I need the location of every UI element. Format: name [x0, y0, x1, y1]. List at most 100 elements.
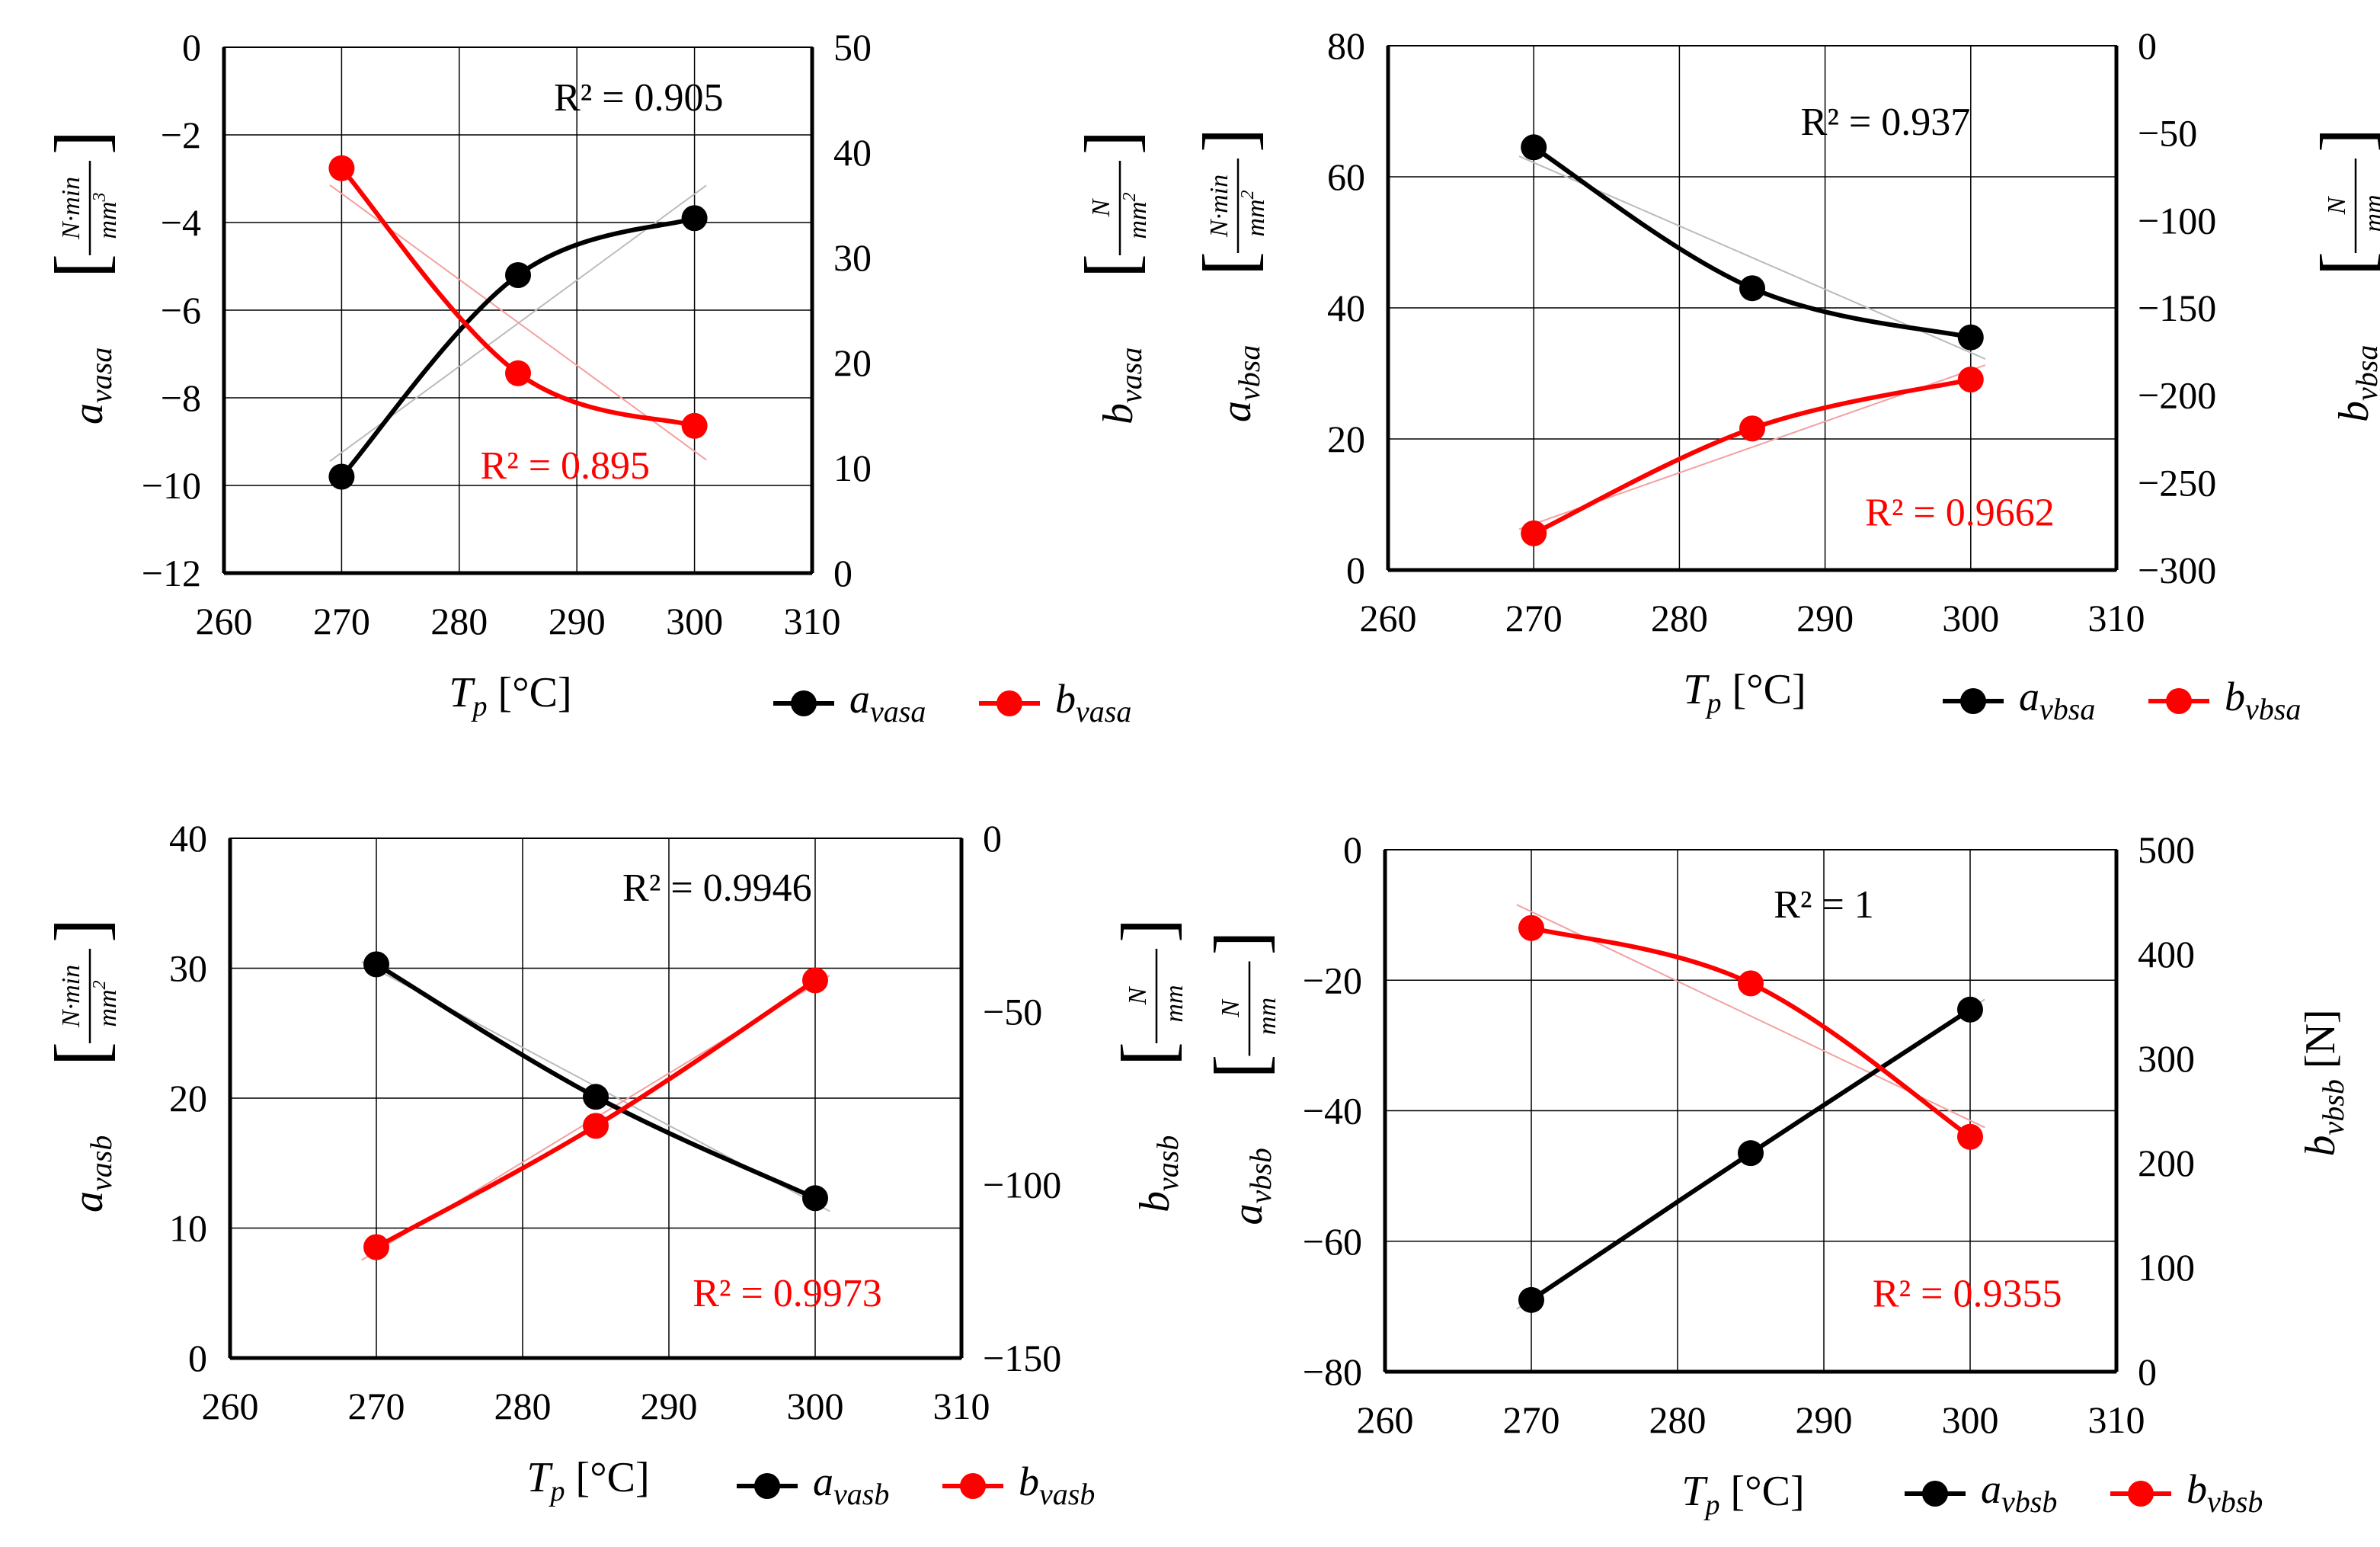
left-tick-label: 0	[182, 26, 201, 69]
bracket-open: [	[40, 254, 121, 278]
legend-marker-a	[754, 1473, 780, 1499]
right-unit-denominator: mm	[2359, 194, 2380, 232]
left-tick-label: 60	[1327, 155, 1365, 198]
x-axis-subscript: p	[1705, 687, 1722, 719]
left-tick-label: −20	[1303, 959, 1362, 1001]
x-tick-label: 260	[196, 600, 253, 642]
bracket-open: [	[2305, 251, 2380, 276]
data-point-b	[1518, 914, 1544, 941]
x-tick-label: 280	[494, 1385, 552, 1427]
right-tick-label: −100	[2138, 199, 2216, 242]
x-tick-label: 260	[1357, 1398, 1414, 1441]
right-tick-label: 0	[2138, 1350, 2157, 1393]
x-tick-label: 300	[666, 600, 723, 642]
legend-subscript: vbsa	[2039, 692, 2095, 726]
right-unit-den-text: mm	[1160, 985, 1188, 1022]
right-axis-subscript: vasa	[1114, 348, 1148, 403]
left-axis-title: avbsa[N·min mm2]	[1188, 128, 1270, 422]
left-unit-exponent: 3	[90, 192, 110, 202]
data-point-b	[802, 967, 828, 994]
legend-subscript: vbsa	[2245, 692, 2301, 726]
right-unit-den-text: mm	[2359, 194, 2380, 232]
right-tick-label: 50	[833, 26, 872, 69]
x-axis-unit: [°C]	[1722, 666, 1806, 713]
x-tick-label: 310	[933, 1385, 990, 1427]
x-tick-label: 280	[1649, 1398, 1707, 1441]
left-axis-subscript: vasa	[84, 348, 118, 403]
legend-label-b: bvbsa	[2225, 674, 2301, 726]
right-tick-label: −300	[2138, 549, 2216, 591]
r2-label-a: R² = 0.937	[1801, 101, 1971, 144]
right-tick-label: 0	[833, 552, 853, 594]
r2-label-a: R² = 1	[1774, 883, 1874, 927]
data-point-a	[681, 205, 708, 232]
x-tick-label: 310	[784, 600, 841, 642]
right-tick-label: −50	[983, 990, 1042, 1033]
right-tick-label: −200	[2138, 374, 2216, 417]
right-axis-symbol: b	[1095, 403, 1142, 424]
chart-panel-vasa: 260 270 280 290 300 310 −12 −10 −8 −6 −4 −2 0 0 10 20 30…	[40, 26, 1152, 729]
legend-label-a: avasa	[849, 676, 926, 729]
left-tick-label: 0	[188, 1337, 207, 1379]
legend-subscript: vasb	[833, 1477, 889, 1511]
right-axis-title: bvasb [N mm]	[1106, 918, 1188, 1212]
right-tick-label: 30	[833, 236, 872, 279]
left-unit-numerator: N·min	[57, 965, 85, 1028]
left-unit-den-text: mm	[1253, 998, 1281, 1035]
right-axis-title: bvbsa [N mm]	[2305, 128, 2380, 422]
right-unit-numerator: N	[2323, 195, 2351, 215]
data-point-a	[1518, 1286, 1544, 1313]
left-unit-denominator: mm	[1253, 998, 1281, 1035]
data-point-a	[505, 262, 531, 288]
left-unit-den-text: mm	[94, 201, 122, 239]
x-tick-label: 280	[430, 600, 488, 642]
legend-label-b: bvasa	[1055, 676, 1131, 729]
left-tick-label: −60	[1303, 1220, 1362, 1263]
right-tick-label: −150	[983, 1337, 1061, 1379]
bracket-open: [	[1188, 251, 1269, 276]
bracket-open: [	[1106, 1042, 1188, 1066]
left-tick-label: 20	[1327, 418, 1365, 460]
left-axis-title: avasb[N·min mm2]	[40, 918, 122, 1212]
left-tick-label: 0	[1343, 828, 1362, 871]
right-tick-label: 10	[833, 447, 872, 489]
bracket-open: [	[1199, 1055, 1281, 1079]
left-tick-label: 10	[169, 1207, 207, 1250]
data-point-b	[363, 1234, 389, 1260]
data-point-a	[328, 463, 355, 490]
right-axis-symbol-text: bvasa	[1095, 348, 1148, 424]
legend-marker-b	[2128, 1481, 2154, 1507]
bracket-close: ]	[40, 918, 121, 943]
r2-label-a: R² = 0.9946	[622, 866, 812, 910]
legend-label-a: avbsa	[2019, 674, 2095, 726]
chart-panel-vbsb: 260 270 280 290 300 310 −80 −60 −40 −20 0 0 100 200 30…	[1199, 828, 2350, 1521]
left-tick-label: 30	[169, 947, 207, 990]
x-tick-label: 290	[549, 600, 606, 642]
right-tick-label: −100	[983, 1164, 1061, 1206]
x-axis-title: Tp [°C]	[449, 669, 571, 722]
x-axis-title: Tp [°C]	[1683, 666, 1806, 719]
data-point-b	[1957, 1123, 1983, 1150]
legend-symbol: a	[813, 1459, 833, 1504]
data-point-b	[583, 1113, 609, 1139]
data-point-a	[363, 951, 389, 978]
chart-panel-vasb: 260 270 280 290 300 310 0 10 20 30 40 −150 −100 −50 0 R…	[40, 817, 1188, 1511]
legend-symbol: b	[1055, 676, 1076, 722]
left-axis-symbol-text: avbsb	[1224, 1148, 1278, 1225]
left-axis-symbol: a	[1224, 1204, 1272, 1225]
left-axis-symbol-text: avasa	[65, 348, 118, 424]
data-point-a	[1738, 1140, 1764, 1167]
left-tick-label: −80	[1303, 1350, 1362, 1393]
right-unit-denominator: mm	[1160, 985, 1188, 1022]
right-unit-numerator: N	[1087, 197, 1115, 217]
bracket-close: ]	[1199, 931, 1281, 956]
bracket-close: ]	[1070, 130, 1151, 155]
left-axis-title: avasa[N·min mm3]	[40, 130, 122, 424]
right-unit-den-text: mm	[1124, 201, 1152, 239]
right-tick-label: 400	[2138, 933, 2195, 975]
x-tick-label: 290	[1796, 597, 1854, 639]
right-axis-unit: [N]	[2297, 1009, 2344, 1079]
left-unit-numerator: N·min	[57, 177, 85, 240]
x-tick-label: 290	[641, 1385, 698, 1427]
data-point-b	[1521, 520, 1547, 546]
